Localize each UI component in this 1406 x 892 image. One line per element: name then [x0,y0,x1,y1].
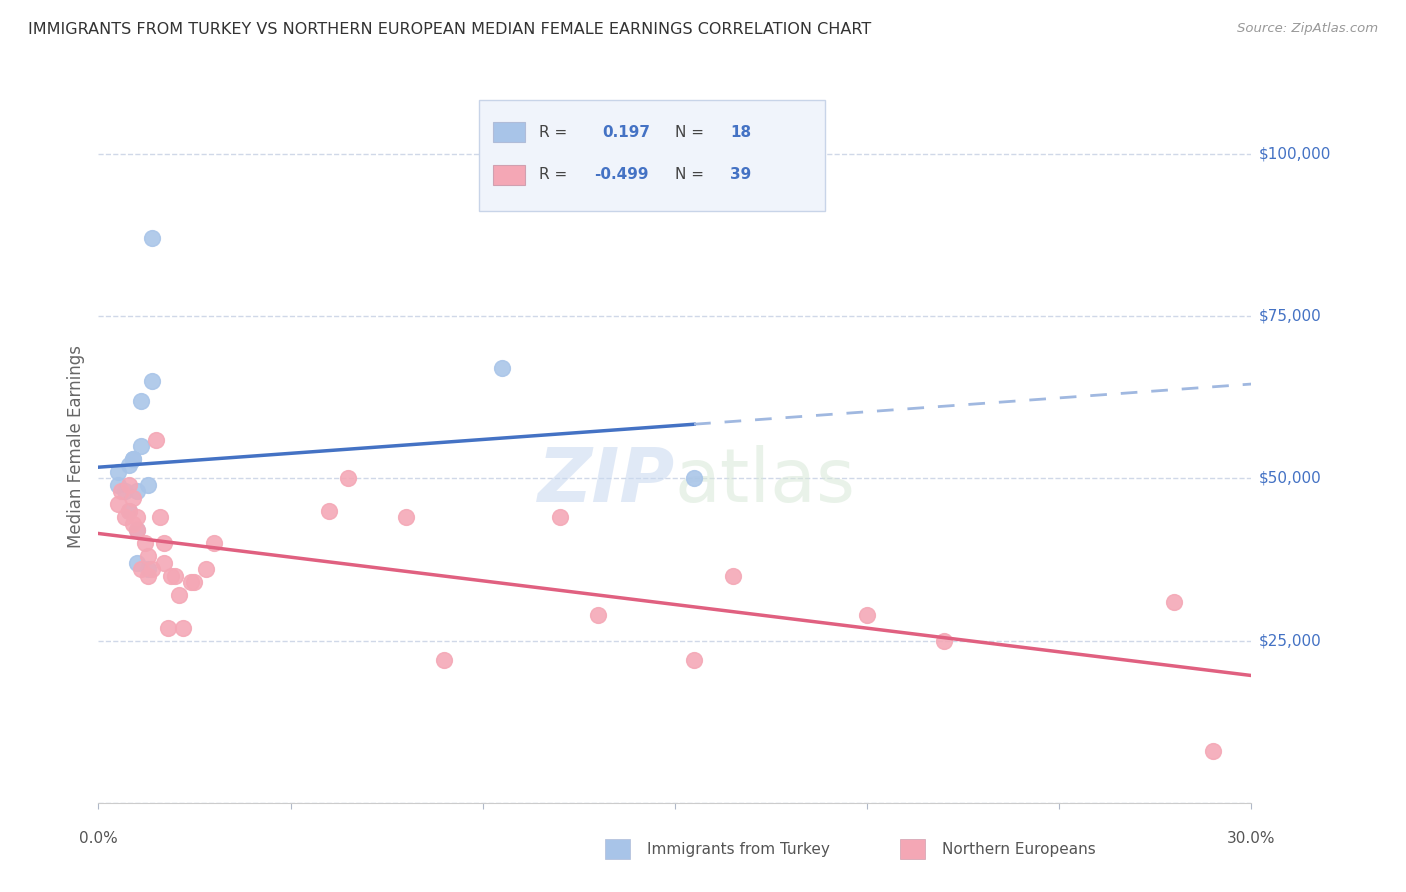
Point [395,510,418,524]
Point [1163,595,1185,609]
Point [152,556,174,570]
Point [125,556,148,570]
FancyBboxPatch shape [479,100,825,211]
Point [152,536,174,550]
Point [721,568,744,582]
Point [129,562,152,576]
Text: $50,000: $50,000 [1258,471,1322,486]
Point [138,562,160,576]
Text: N =: N = [675,168,709,182]
Text: $75,000: $75,000 [1258,309,1322,324]
Point [114,484,136,499]
Point [122,491,145,505]
Point [180,575,202,590]
Point [138,549,160,564]
Text: 39: 39 [730,168,751,182]
Point [318,504,340,518]
Text: ZIP: ZIP [537,445,675,518]
Text: N =: N = [675,125,709,139]
Text: Northern Europeans: Northern Europeans [942,842,1095,856]
Point [134,536,156,550]
Point [114,510,136,524]
Text: IMMIGRANTS FROM TURKEY VS NORTHERN EUROPEAN MEDIAN FEMALE EARNINGS CORRELATION C: IMMIGRANTS FROM TURKEY VS NORTHERN EUROP… [28,22,872,37]
Point [107,497,129,511]
Point [118,504,141,518]
Text: 0.197: 0.197 [602,125,650,139]
Text: $100,000: $100,000 [1258,146,1330,161]
Point [433,653,456,667]
Point [122,516,145,531]
Point [125,524,148,538]
Text: Source: ZipAtlas.com: Source: ZipAtlas.com [1237,22,1378,36]
FancyBboxPatch shape [492,165,524,185]
Point [683,471,706,485]
Point [202,536,225,550]
Point [122,452,145,467]
Text: 18: 18 [730,125,751,139]
Point [118,458,141,473]
Point [165,568,187,582]
Point [167,588,190,602]
Point [141,562,163,576]
Point [122,452,145,467]
Point [138,478,160,492]
Point [125,524,148,538]
Point [160,568,183,582]
Y-axis label: Median Female Earnings: Median Female Earnings [66,344,84,548]
Point [145,433,167,447]
Text: 30.0%: 30.0% [1227,831,1275,847]
Text: -0.499: -0.499 [595,168,648,182]
Point [856,607,879,622]
Point [337,471,360,485]
Point [932,633,955,648]
Text: R =: R = [538,125,572,139]
Point [491,361,513,376]
Point [172,621,194,635]
Point [195,562,218,576]
Point [683,653,706,667]
Point [141,374,163,388]
Point [149,510,172,524]
Point [129,393,152,408]
Point [183,575,205,590]
Text: $25,000: $25,000 [1258,633,1322,648]
Text: R =: R = [538,168,572,182]
Point [110,484,132,499]
FancyBboxPatch shape [492,122,524,142]
Point [125,510,148,524]
Point [548,510,571,524]
Point [107,478,129,492]
Point [156,621,179,635]
Point [141,231,163,245]
Point [586,607,609,622]
Point [125,484,148,499]
Point [118,504,141,518]
Point [1202,744,1225,758]
Point [138,568,160,582]
Point [118,478,141,492]
Point [129,439,152,453]
Text: atlas: atlas [675,445,856,518]
Text: Immigrants from Turkey: Immigrants from Turkey [647,842,830,856]
Point [107,465,129,479]
Text: 0.0%: 0.0% [79,831,118,847]
